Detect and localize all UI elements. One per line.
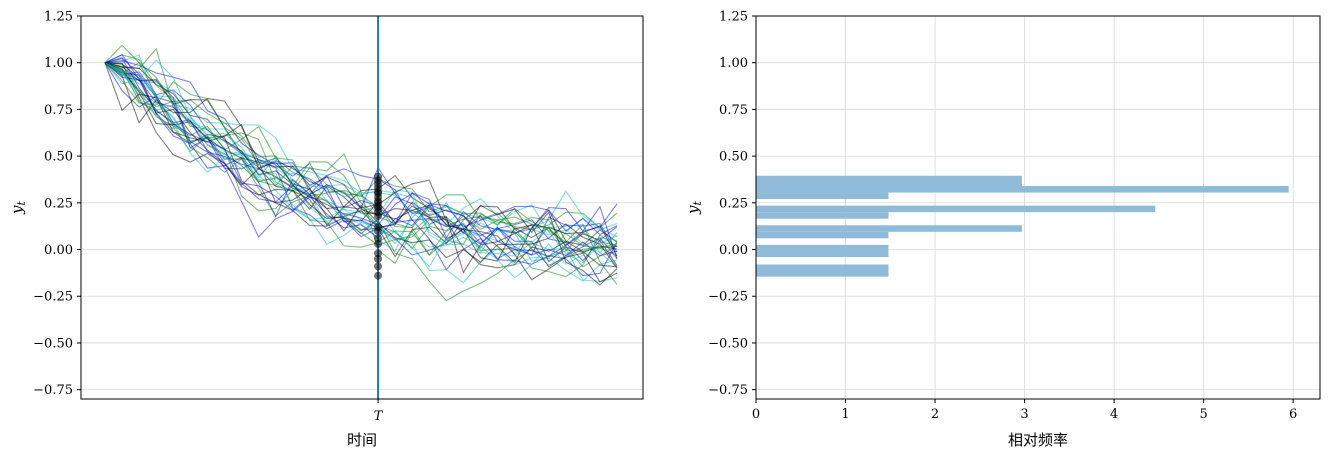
sample-path xyxy=(104,62,618,283)
left-sample-paths xyxy=(104,44,618,302)
scatter-point xyxy=(374,271,383,280)
right-y-label-sub: t xyxy=(691,200,704,205)
histogram-bar xyxy=(756,186,1289,193)
right-axes-frame xyxy=(755,15,1321,400)
sample-path xyxy=(104,54,618,268)
sample-path xyxy=(104,62,618,265)
left-axes-frame xyxy=(80,15,644,400)
left-chart: −0.75−0.50−0.250.000.250.500.751.001.25 … xyxy=(8,10,644,449)
right-x-tick-label: 2 xyxy=(931,407,939,422)
histogram-bar xyxy=(756,264,889,277)
left-y-tick-label: 0.25 xyxy=(44,196,73,211)
scatter-point xyxy=(374,226,383,235)
scatter-point xyxy=(374,239,383,248)
right-x-tick-label: 3 xyxy=(1020,407,1028,422)
right-histogram-bars xyxy=(756,175,1289,277)
right-x-tick-label: 6 xyxy=(1289,407,1297,422)
right-y-tick-label: 0.75 xyxy=(719,103,748,118)
histogram-bar xyxy=(756,205,1156,213)
right-y-tick-label: −0.25 xyxy=(708,290,748,305)
left-y-tick-label: 1.00 xyxy=(44,56,73,71)
sample-path xyxy=(104,44,618,285)
right-chart: −0.75−0.50−0.250.000.250.500.751.001.25 … xyxy=(684,10,1321,449)
right-y-tick-label: 1.25 xyxy=(719,10,748,25)
left-y-tick-label: 0.00 xyxy=(44,243,73,258)
right-y-axis-label: yt xyxy=(684,200,704,214)
left-y-tick-label: −0.25 xyxy=(33,290,73,305)
left-y-tick-label: 0.75 xyxy=(44,103,73,118)
scatter-point xyxy=(374,234,383,243)
left-y-tick-label: −0.75 xyxy=(33,383,73,398)
sample-path xyxy=(104,62,618,262)
right-x-ticks: 0 1 2 3 4 5 6 xyxy=(752,399,1297,422)
histogram-bar xyxy=(756,175,1022,187)
right-x-axis-label: 相对频率 xyxy=(1008,431,1068,449)
histogram-bar xyxy=(756,212,889,219)
right-y-tick-label: 0.25 xyxy=(719,196,748,211)
sample-path xyxy=(104,62,618,268)
x-tick-label-T: T xyxy=(374,409,384,424)
left-y-label-sub: t xyxy=(15,200,28,205)
right-y-ticks: −0.75 −0.50 −0.25 0.00 0.25 0.50 0.75 1.00 1.25 xyxy=(708,10,756,398)
right-y-tick-label: −0.50 xyxy=(708,336,748,351)
sample-path xyxy=(104,62,618,262)
sample-path xyxy=(104,62,618,282)
sample-path xyxy=(104,59,618,279)
right-y-tick-label: 0.50 xyxy=(719,150,748,165)
left-y-label-main: y xyxy=(8,205,26,215)
histogram-bar xyxy=(756,244,889,258)
sample-path xyxy=(104,62,618,302)
sample-path xyxy=(104,62,618,284)
right-y-tick-label: −0.75 xyxy=(708,383,748,398)
right-x-tick-label: 4 xyxy=(1110,407,1118,422)
left-y-ticks: −0.75 −0.50 −0.25 0.00 0.25 0.50 0.75 1.00 1.25 xyxy=(33,10,81,398)
left-x-axis-label: 时间 xyxy=(347,431,377,449)
scatter-point xyxy=(374,249,383,258)
right-x-tick-label: 0 xyxy=(752,407,760,422)
sample-path xyxy=(104,57,618,236)
right-x-tick-label: 1 xyxy=(841,407,849,422)
left-y-tick-label: −0.50 xyxy=(33,336,73,351)
left-y-tick-label: 0.50 xyxy=(44,150,73,165)
sample-path xyxy=(104,62,618,286)
sample-path xyxy=(104,62,618,249)
sample-path xyxy=(104,62,618,257)
right-y-tick-label: 0.00 xyxy=(719,243,748,258)
left-y-axis-label: yt xyxy=(8,200,28,214)
histogram-bar xyxy=(756,225,1022,232)
sample-path xyxy=(104,62,618,271)
left-x-ticks: T xyxy=(374,399,384,424)
scatter-point xyxy=(374,211,383,220)
histogram-bar xyxy=(756,192,889,200)
right-y-label-main: y xyxy=(684,205,702,215)
right-x-tick-label: 5 xyxy=(1199,407,1207,422)
sample-path xyxy=(104,62,618,269)
right-y-tick-label: 1.00 xyxy=(719,56,748,71)
histogram-bar xyxy=(756,231,889,239)
scatter-point xyxy=(374,262,383,271)
sample-path xyxy=(104,47,618,278)
scatter-point xyxy=(374,254,383,263)
left-y-tick-label: 1.25 xyxy=(44,10,73,25)
left-scatter-points xyxy=(374,172,383,280)
